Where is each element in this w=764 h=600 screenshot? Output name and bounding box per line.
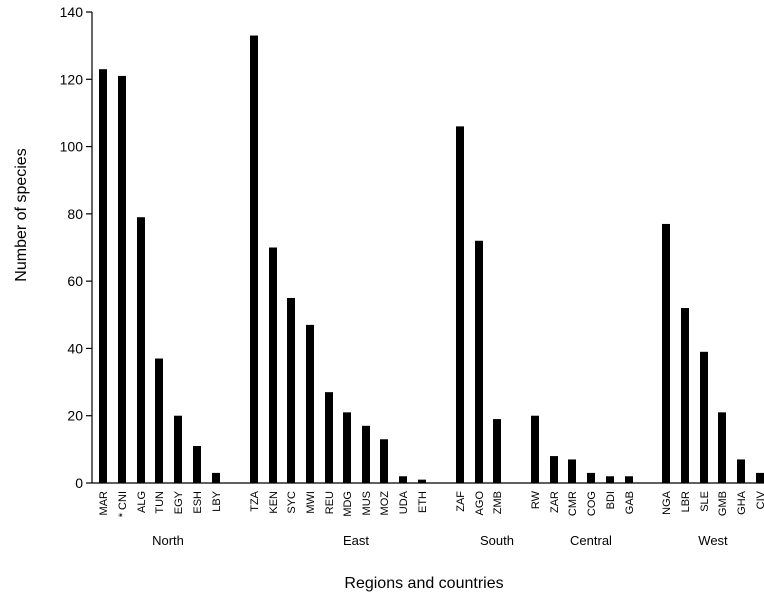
x-tick-label: SYC <box>286 491 298 514</box>
x-tick-label: AGO <box>474 491 486 516</box>
group-label-north: North <box>152 533 184 548</box>
x-tick-label: MDG <box>342 491 354 517</box>
x-tick-label: KEN <box>268 491 280 514</box>
x-tick-label: RW <box>530 490 542 509</box>
x-tick-label: MUS <box>361 491 373 515</box>
y-axis-title: Number of species <box>13 148 30 281</box>
bar-uda <box>399 476 407 483</box>
group-label-west: West <box>698 533 728 548</box>
x-tick-label: TUN <box>154 491 166 514</box>
x-tick-label: UDA <box>398 490 410 514</box>
x-tick-label: MWI <box>305 491 317 514</box>
y-tick-label: 0 <box>75 475 83 491</box>
x-tick-label: ESH <box>192 491 204 514</box>
bar-mwi <box>306 324 314 483</box>
x-axis-title: Regions and countries <box>344 575 503 592</box>
x-tick-label: ETH <box>417 491 429 513</box>
x-tick-label: LBR <box>680 491 692 512</box>
bar-esh <box>193 445 201 483</box>
bar-nga <box>662 223 670 483</box>
bar-reu <box>325 392 333 483</box>
x-tick-label: ZAR <box>549 491 561 513</box>
x-tick-label: ALG <box>136 491 148 513</box>
bar-cog <box>587 472 595 483</box>
x-tick-label: REU <box>324 491 336 514</box>
bar-sle <box>700 351 708 483</box>
y-tick-label: 100 <box>60 139 84 155</box>
x-tick-label: GHA <box>736 490 748 515</box>
bars <box>99 35 764 484</box>
bar-ago <box>475 240 483 483</box>
bar-moz <box>380 439 388 483</box>
x-tick-label: SLE <box>699 491 711 512</box>
bar-lbr <box>681 308 689 483</box>
bar-zmb <box>493 419 501 483</box>
bar-civ <box>756 472 764 483</box>
bar-ken <box>269 247 277 483</box>
y-tick-label: 140 <box>60 4 84 20</box>
x-tick-label: * CNI <box>117 491 129 517</box>
bar-cmr <box>568 459 576 483</box>
y-axis: 0 20 40 60 80 100 120 140 <box>60 4 93 491</box>
y-tick-label: 120 <box>60 71 84 87</box>
x-tick-label: LBY <box>211 490 223 511</box>
x-tick-label: MAR <box>98 491 110 516</box>
bar-tun <box>155 358 163 483</box>
group-label-south: South <box>480 533 514 548</box>
bar-mus <box>362 425 370 483</box>
group-label-east: East <box>343 533 369 548</box>
group-label-central: Central <box>570 533 612 548</box>
group-labels: North East South Central West <box>152 533 728 548</box>
x-tick-label: NGA <box>661 490 673 515</box>
bar-cni <box>118 75 126 484</box>
x-tick-label: ZMB <box>492 491 504 514</box>
bar-eth <box>418 479 426 483</box>
y-tick-label: 80 <box>67 206 83 222</box>
y-tick-label: 20 <box>67 408 83 424</box>
y-tick-label: 60 <box>67 273 83 289</box>
bar-zar <box>550 456 558 483</box>
x-tick-label: GAB <box>624 491 636 514</box>
bar-mdg <box>343 412 351 483</box>
x-tick-label: BDI <box>605 491 617 509</box>
bar-gab <box>625 476 633 483</box>
bar-gmb <box>718 412 726 483</box>
x-tick-label: COG <box>586 491 598 516</box>
x-tick-label: CIV <box>755 490 764 509</box>
x-tick-label: GMB <box>717 491 729 516</box>
x-tick-label: TZA <box>249 490 261 511</box>
y-tick-label: 40 <box>67 340 83 356</box>
x-tick-label: EGY <box>173 490 185 514</box>
bar-alg <box>137 217 145 483</box>
bar-zaf <box>456 126 464 483</box>
bar-bdi <box>606 476 614 483</box>
bar-syc <box>287 297 295 483</box>
x-tick-label: MOZ <box>379 491 391 516</box>
bar-gha <box>737 459 745 483</box>
bar-mar <box>99 69 107 483</box>
x-tick-label: ZAF <box>455 491 467 512</box>
bar-tza <box>250 35 258 484</box>
x-tick-label: CMR <box>567 491 579 516</box>
bar-rw <box>531 415 539 483</box>
bar-egy <box>174 415 182 483</box>
category-labels: MAR * CNI ALG TUN EGY ESH LBY TZA KEN SYC MWI REU MD… <box>98 490 764 517</box>
bar-lby <box>212 472 220 483</box>
